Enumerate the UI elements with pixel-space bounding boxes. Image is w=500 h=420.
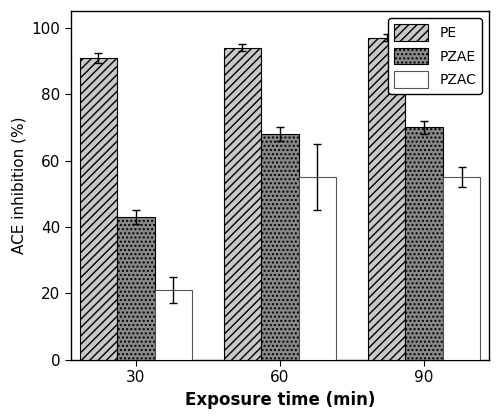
Y-axis label: ACE inhibition (%): ACE inhibition (%) — [11, 117, 26, 254]
Bar — [298, 177, 336, 360]
Bar — [368, 38, 406, 360]
Bar — [224, 47, 261, 360]
Bar — [154, 290, 192, 360]
Bar — [117, 217, 154, 360]
Legend: PE, PZAE, PZAC: PE, PZAE, PZAC — [388, 18, 482, 94]
X-axis label: Exposure time (min): Exposure time (min) — [184, 391, 375, 409]
Bar — [406, 127, 443, 360]
Bar — [261, 134, 298, 360]
Bar — [443, 177, 480, 360]
Bar — [80, 58, 117, 360]
